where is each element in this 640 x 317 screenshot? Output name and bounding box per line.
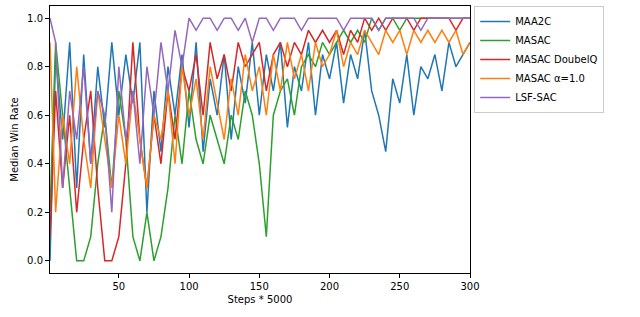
svg-text:Steps * 5000: Steps * 5000 [228,294,293,305]
svg-text:200: 200 [320,281,339,292]
svg-text:100: 100 [180,281,199,292]
svg-text:LSF-SAC: LSF-SAC [515,92,556,103]
svg-text:MASAC α=1.0: MASAC α=1.0 [515,73,585,84]
svg-text:150: 150 [250,281,269,292]
svg-text:Median Win Rate: Median Win Rate [9,97,20,181]
svg-text:50: 50 [112,281,125,292]
svg-text:0.6: 0.6 [27,110,43,121]
svg-text:0.8: 0.8 [27,61,43,72]
svg-text:MASAC DoubelQ: MASAC DoubelQ [515,54,597,65]
svg-text:250: 250 [390,281,409,292]
svg-text:0.0: 0.0 [27,255,43,266]
svg-text:MASAC: MASAC [515,35,551,46]
svg-text:MAA2C: MAA2C [515,16,551,27]
svg-text:0.4: 0.4 [27,158,43,169]
svg-text:0.2: 0.2 [27,207,43,218]
svg-text:1.0: 1.0 [27,13,43,24]
svg-text:300: 300 [460,281,479,292]
